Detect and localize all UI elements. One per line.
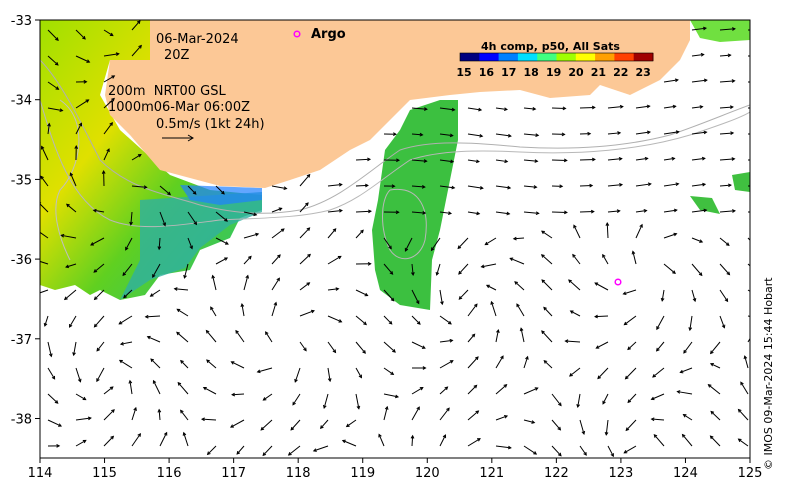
colorbar-tick-label: 18 — [524, 66, 539, 79]
lon-tick-label: 114 — [28, 466, 53, 481]
colorbar-swatch — [614, 53, 634, 61]
colorbar-tick-label: 19 — [546, 66, 561, 79]
colorbar-swatch — [499, 53, 519, 61]
lon-tick-label: 118 — [286, 466, 311, 481]
isobath-1000m-label: 1000m06-Mar 06:00Z — [108, 100, 250, 115]
lon-tick-label: 115 — [92, 466, 117, 481]
colorbar-swatch — [518, 53, 538, 61]
date-label: 06-Mar-2024 — [156, 32, 239, 47]
colorbar-swatch — [634, 53, 654, 61]
colorbar-tick-label: 16 — [479, 66, 495, 79]
lat-tick-label: -35 — [11, 173, 32, 188]
colorbar-swatch — [595, 53, 615, 61]
colorbar-tick-label: 20 — [568, 66, 584, 79]
isobath-200m-label: 200m NRT00 GSL — [108, 84, 226, 99]
lat-tick-label: -37 — [11, 333, 32, 348]
colorbar-tick-label: 21 — [591, 66, 606, 79]
colorbar-tick-label: 22 — [613, 66, 628, 79]
vector-scale-label: 0.5m/s (1kt 24h) — [156, 117, 265, 132]
lon-tick-label: 123 — [608, 466, 633, 481]
colorbar-swatch — [479, 53, 499, 61]
lon-tick-label: 125 — [738, 466, 763, 481]
colorbar-ticks: 15 16 17 18 19 20 21 22 23 — [456, 66, 651, 79]
colorbar-tick-label: 17 — [501, 66, 516, 79]
colorbar-title: 4h comp, p50, All Sats — [481, 40, 620, 53]
lat-tick-label: -33 — [11, 14, 32, 29]
credit-text: © IMOS 09-Mar-2024 15:44 Hobart — [762, 277, 775, 470]
colorbar-swatch — [537, 53, 557, 61]
lon-tick-label: 121 — [479, 466, 504, 481]
colorbar-tick-label: 15 — [456, 66, 471, 79]
time-label: 20Z — [164, 48, 190, 63]
lat-tick-label: -36 — [11, 253, 32, 268]
lon-tick-label: 119 — [350, 466, 375, 481]
lon-tick-label: 117 — [221, 466, 246, 481]
longitude-axis: 114 115 116 117 118 119 120 121 122 123 124 125 — [28, 458, 763, 481]
colorbar-swatch — [576, 53, 596, 61]
lon-tick-label: 120 — [415, 466, 440, 481]
colorbar — [460, 53, 654, 61]
lat-tick-label: -38 — [11, 413, 32, 428]
lon-tick-label: 116 — [157, 466, 182, 481]
lon-tick-label: 124 — [673, 466, 698, 481]
colorbar-swatch — [460, 53, 480, 61]
lat-tick-label: -34 — [11, 94, 32, 109]
argo-legend-label: Argo — [311, 27, 346, 42]
latitude-axis: -33 -34 -35 -36 -37 -38 — [11, 14, 40, 428]
lon-tick-label: 122 — [544, 466, 569, 481]
colorbar-tick-label: 23 — [636, 66, 651, 79]
colorbar-swatch — [557, 53, 577, 61]
